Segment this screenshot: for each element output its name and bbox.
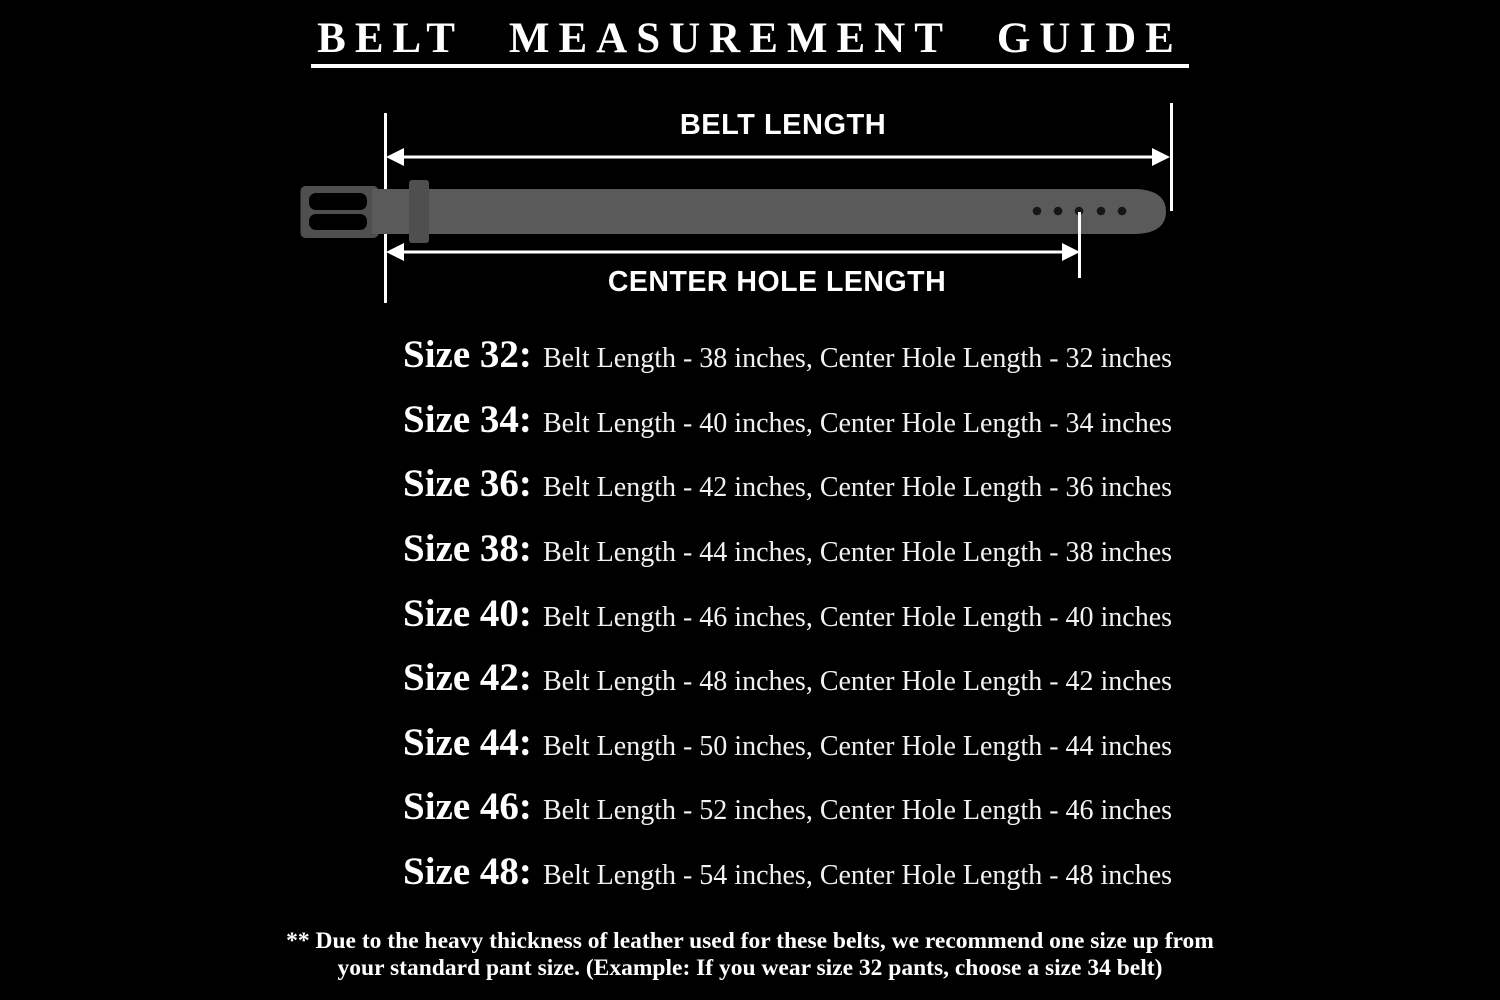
size-row-38: Size 38: Belt Length - 44 inches, Center … bbox=[403, 517, 1303, 582]
size-row-44: Size 44: Belt Length - 50 inches, Center … bbox=[403, 711, 1303, 776]
belt-diagram-svg: BELT LENGTH CENTER HOLE LENGTH bbox=[300, 103, 1173, 303]
size-list: Size 32: Belt Length - 38 inches, Center … bbox=[403, 323, 1303, 905]
belt-length-label: BELT LENGTH bbox=[680, 109, 886, 141]
size-label: Size 32: bbox=[403, 333, 532, 376]
size-label: Size 44: bbox=[403, 720, 532, 764]
title-bar: BELT MEASUREMENT GUIDE bbox=[0, 17, 1500, 68]
size-detail: Belt Length - 42 inches, Center Hole Len… bbox=[543, 472, 1173, 504]
size-row-46: Size 46: Belt Length - 52 inches, Center … bbox=[403, 775, 1303, 840]
size-row-48: Size 48: Belt Length - 54 inches, Center … bbox=[403, 840, 1303, 905]
size-detail: Belt Length - 46 inches, Center Hole Len… bbox=[543, 601, 1173, 633]
page-title: BELT MEASUREMENT GUIDE bbox=[311, 17, 1189, 68]
arrowhead-right-icon bbox=[1062, 243, 1080, 261]
belt-hole bbox=[1032, 206, 1042, 216]
size-detail: Belt Length - 38 inches, Center Hole Len… bbox=[543, 343, 1173, 374]
footnote: ** Due to the heavy thickness of leather… bbox=[0, 928, 1500, 982]
belt-hole-center bbox=[1074, 206, 1084, 216]
size-label: Size 40: bbox=[403, 591, 532, 635]
belt-strap bbox=[372, 189, 1166, 234]
size-detail: Belt Length - 52 inches, Center Hole Len… bbox=[543, 795, 1173, 827]
size-detail: Belt Length - 48 inches, Center Hole Len… bbox=[543, 666, 1173, 698]
size-label: Size 46: bbox=[403, 785, 532, 829]
size-row-36: Size 36: Belt Length - 42 inches, Center … bbox=[403, 452, 1303, 517]
belt-hole bbox=[1053, 206, 1063, 216]
arrowhead-left-icon bbox=[386, 148, 404, 166]
buckle-slot-bottom bbox=[309, 214, 367, 230]
footnote-line-2: your standard pant size. (Example: If yo… bbox=[337, 955, 1163, 981]
center-hole-arrow bbox=[386, 243, 1080, 261]
belt-length-arrow bbox=[386, 148, 1170, 166]
size-row-34: Size 34: Belt Length - 40 inches, Center … bbox=[403, 388, 1303, 453]
size-row-40: Size 40: Belt Length - 46 inches, Center … bbox=[403, 582, 1303, 647]
size-row-42: Size 42: Belt Length - 48 inches, Center … bbox=[403, 646, 1303, 711]
size-label: Size 38: bbox=[403, 526, 532, 570]
buckle-slot-top bbox=[309, 193, 367, 210]
arrowhead-right-icon bbox=[1152, 148, 1170, 166]
belt-hole bbox=[1096, 206, 1106, 216]
footnote-line-1: ** Due to the heavy thickness of leather… bbox=[286, 928, 1214, 954]
belt-diagram: BELT LENGTH CENTER HOLE LENGTH bbox=[300, 95, 1190, 330]
size-detail: Belt Length - 40 inches, Center Hole Len… bbox=[543, 407, 1173, 439]
belt-keeper bbox=[409, 180, 429, 243]
size-label: Size 42: bbox=[403, 656, 532, 700]
size-detail: Belt Length - 44 inches, Center Hole Len… bbox=[543, 536, 1173, 568]
belt-hole bbox=[1117, 206, 1127, 216]
arrowhead-left-icon bbox=[386, 243, 404, 261]
center-hole-length-label: CENTER HOLE LENGTH bbox=[608, 266, 946, 298]
size-detail: Belt Length - 54 inches, Center Hole Len… bbox=[543, 860, 1173, 892]
size-detail: Belt Length - 50 inches, Center Hole Len… bbox=[543, 730, 1173, 762]
size-row-32: Size 32: Belt Length - 38 inches, Center … bbox=[403, 323, 1303, 388]
size-label: Size 34: bbox=[403, 397, 532, 441]
size-label: Size 36: bbox=[403, 462, 532, 506]
size-label: Size 48: bbox=[403, 850, 532, 894]
